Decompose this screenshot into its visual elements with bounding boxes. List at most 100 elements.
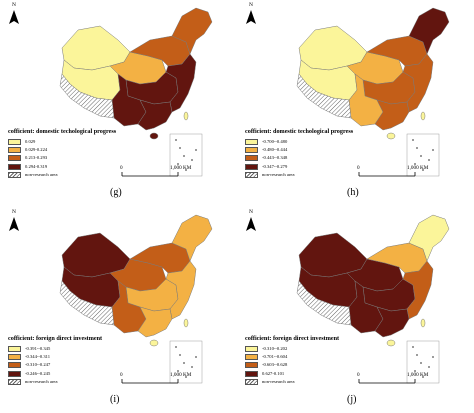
legend-label: non-research area xyxy=(262,378,295,384)
island-dot xyxy=(420,362,422,364)
legend-title: cofficient: foreign direct investment xyxy=(8,335,103,342)
legend-swatch xyxy=(245,346,258,353)
inset-frame xyxy=(406,340,440,384)
inset-frame xyxy=(406,133,440,177)
island-dot xyxy=(175,139,177,141)
north-label: N xyxy=(249,209,253,215)
legend-swatch xyxy=(245,362,258,369)
region-hainan xyxy=(386,339,396,347)
region-hainan xyxy=(149,132,159,140)
legend-item-non-research: non-research area xyxy=(245,171,295,179)
island-dot xyxy=(177,163,179,165)
legend-swatch xyxy=(8,155,21,162)
legend-swatch xyxy=(245,139,258,146)
legend: -0.700--0.480 -0.480--0.444 -0.443--0.348 -… xyxy=(245,138,295,179)
legend-label: 0.213-0.293 xyxy=(25,155,48,161)
legend-title: cofficient: domestic techological progre… xyxy=(8,128,117,135)
choropleth-map-i xyxy=(9,214,213,384)
legend-swatch xyxy=(245,155,258,162)
scale-zero-label: 0 xyxy=(357,165,360,171)
legend-item-non-research: non-research area xyxy=(8,171,58,179)
region-east xyxy=(402,260,434,320)
north-arrow-icon xyxy=(246,10,256,24)
region-taiwan xyxy=(420,318,426,328)
scale-bar xyxy=(121,172,179,177)
legend-item: -0.700--0.480 xyxy=(245,138,295,146)
legend-swatch xyxy=(245,147,258,154)
inset-frame xyxy=(169,133,203,177)
island-dot xyxy=(414,370,416,372)
legend-label: -0.700--0.480 xyxy=(262,139,288,144)
island-dot xyxy=(179,354,181,356)
region-south xyxy=(374,306,410,338)
island-dot xyxy=(183,155,185,157)
legend-swatch xyxy=(245,354,258,361)
choropleth-map-g xyxy=(9,7,213,177)
scale-end-label: 1,000 KM xyxy=(407,165,429,171)
legend-item-non-research: non-research area xyxy=(245,378,295,386)
north-label: N xyxy=(12,2,16,8)
legend-swatch xyxy=(8,163,21,170)
island-dot xyxy=(412,346,414,348)
legend-item: 0.029-0.224 xyxy=(8,146,58,154)
island-dot xyxy=(191,366,193,368)
legend-swatch xyxy=(8,139,21,146)
legend-label: -0.701--0.604 xyxy=(262,354,288,360)
legend-item: 0.029 xyxy=(8,138,58,146)
island-dot xyxy=(428,366,430,368)
island-dot xyxy=(183,362,185,364)
legend-swatch-hatch xyxy=(245,378,258,385)
legend-swatch-hatch xyxy=(245,171,258,178)
island-dot xyxy=(177,370,179,372)
scale-bar xyxy=(121,379,179,384)
north-arrow-icon xyxy=(246,217,256,231)
region-east xyxy=(402,53,434,113)
legend-label: -0.443--0.348 xyxy=(262,155,288,161)
region-south xyxy=(137,306,173,338)
legend-item: -0.310--0.247 xyxy=(8,361,58,369)
region-ne xyxy=(408,214,450,262)
legend-item: -0.310--0.202 xyxy=(245,345,295,353)
legend-swatch xyxy=(245,163,258,170)
non-research-area xyxy=(59,73,115,119)
legend-label: -0.480--0.444 xyxy=(262,147,288,153)
island-dot xyxy=(195,356,197,358)
legend-item: -0.603--0.628 xyxy=(245,361,295,369)
island-dot xyxy=(420,155,422,157)
north-label: N xyxy=(249,2,253,8)
region-south xyxy=(137,99,173,131)
legend-item: -0.443--0.348 xyxy=(245,154,295,162)
legend-label: -0.344--0.311 xyxy=(25,354,51,360)
scale-end-label: 1,000 KM xyxy=(407,372,429,378)
legend: 0.029 0.029-0.224 0.213-0.293 0.294-0.319 no… xyxy=(8,138,58,179)
scale-zero-label: 0 xyxy=(357,372,360,378)
island-dot xyxy=(414,163,416,165)
region-east xyxy=(165,260,197,320)
region-ne xyxy=(171,214,213,262)
legend-swatch xyxy=(8,370,21,377)
panel-label: (j) xyxy=(347,394,357,405)
north-label: N xyxy=(12,209,16,215)
island-dot xyxy=(422,376,424,378)
legend-label: -0.347--0.279 xyxy=(262,163,288,169)
legend-item: -0.347--0.279 xyxy=(245,163,295,171)
island-dot xyxy=(428,159,430,161)
legend-item-non-research: non-research area xyxy=(8,378,58,386)
scale-bar xyxy=(358,172,416,177)
legend-item: -0.701--0.604 xyxy=(245,353,295,361)
legend-swatch xyxy=(8,346,21,353)
legend-item: -0.480--0.444 xyxy=(245,146,295,154)
panel-label: (h) xyxy=(347,187,359,198)
region-ne xyxy=(171,7,213,55)
legend-item: 0.294-0.319 xyxy=(8,163,58,171)
region-hainan xyxy=(386,132,396,140)
legend-label: non-research area xyxy=(25,378,58,384)
island-dot xyxy=(432,149,434,151)
scale-end-label: 1,000 KM xyxy=(170,372,192,378)
region-taiwan xyxy=(183,318,189,328)
legend-label: 0.294-0.319 xyxy=(25,163,48,169)
choropleth-map-j xyxy=(246,214,450,384)
island-dot xyxy=(175,346,177,348)
legend-swatch xyxy=(245,370,258,377)
